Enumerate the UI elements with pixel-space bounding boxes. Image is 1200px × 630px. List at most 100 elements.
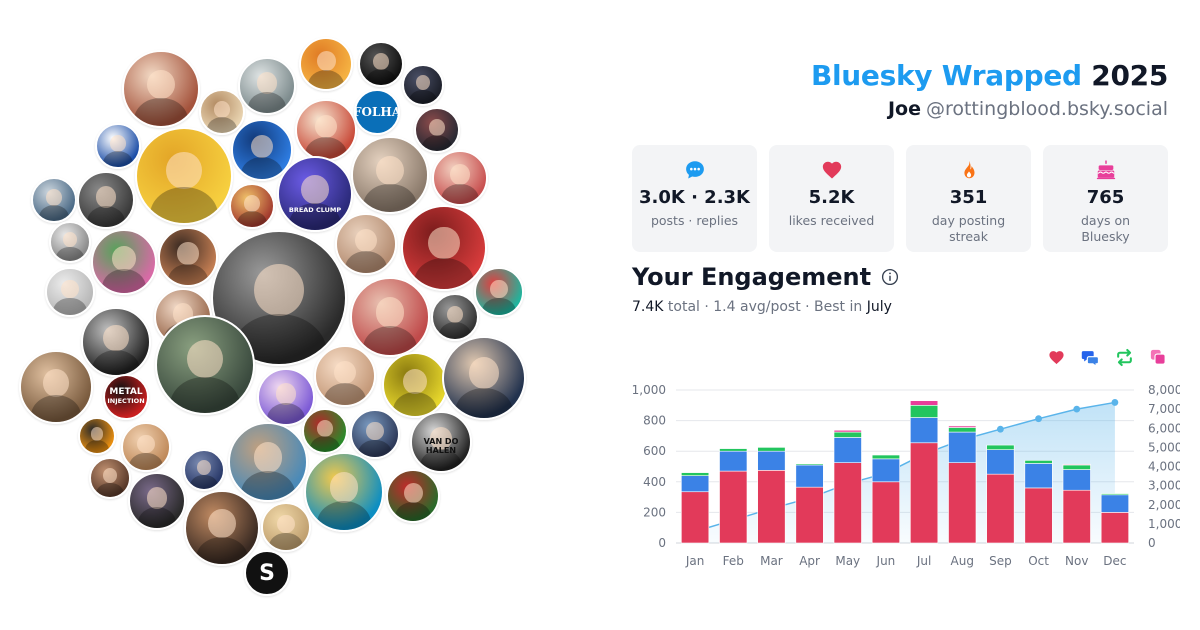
follower-avatar[interactable] (49, 221, 91, 263)
avatar-body (363, 183, 417, 212)
follower-avatar[interactable] (128, 472, 186, 530)
avatar-face (354, 228, 377, 253)
avatar-face (428, 226, 460, 260)
avatar-body (482, 297, 516, 315)
quote-icon[interactable] (1148, 347, 1168, 367)
x-tick-label: Mar (760, 554, 783, 568)
follower-avatar[interactable]: FOLHA (354, 89, 400, 135)
follower-avatar[interactable] (299, 37, 353, 91)
follower-avatar[interactable] (183, 449, 225, 491)
follower-avatar[interactable] (261, 502, 311, 552)
replies-icon[interactable] (1080, 347, 1100, 367)
follower-avatar[interactable] (350, 409, 400, 459)
follower-avatar[interactable] (89, 457, 131, 499)
van-do-halen-text: VAN DO HALEN (423, 437, 459, 455)
avatar-face (366, 422, 384, 441)
reposts-bar (757, 447, 786, 452)
follower-avatar[interactable] (95, 123, 141, 169)
avatar-body (206, 117, 238, 133)
follower-avatar[interactable] (155, 315, 255, 415)
follower-avatar[interactable] (122, 50, 200, 128)
replies-bar (1024, 463, 1053, 489)
metal-injection-logo-text: METAL (109, 387, 143, 397)
follower-avatar[interactable] (432, 150, 488, 206)
follower-avatar[interactable] (184, 490, 260, 566)
reposts-bar (1100, 493, 1129, 496)
follower-avatar[interactable] (121, 422, 171, 472)
follower-avatar[interactable] (158, 227, 218, 287)
follower-avatar[interactable] (302, 408, 348, 454)
y2-tick-label: 3,000 (1148, 479, 1180, 493)
follower-avatar[interactable]: VAN DO HALEN (410, 411, 472, 473)
engagement-heading: Your Engagement (632, 262, 899, 292)
reposts-bar (910, 404, 939, 418)
avatar-body (439, 322, 471, 339)
follower-avatar[interactable] (231, 119, 293, 181)
follower-avatar[interactable] (474, 267, 524, 317)
follower-avatar[interactable]: BREAD CLUMP (277, 156, 353, 232)
follower-avatar[interactable] (228, 422, 308, 502)
y-tick-label: 400 (643, 475, 666, 489)
follower-avatar[interactable] (45, 267, 95, 317)
replies-bar (681, 475, 710, 493)
follower-avatar[interactable] (386, 469, 440, 523)
follower-avatar[interactable] (135, 127, 233, 225)
avatar-body (56, 246, 84, 261)
user-handle[interactable]: @rottingblood.bsky.social (925, 98, 1168, 120)
follower-avatar[interactable] (238, 57, 296, 115)
follower-avatar[interactable] (351, 136, 429, 214)
avatar-face (333, 360, 356, 385)
avatar-body (196, 536, 248, 564)
follower-avatar[interactable] (199, 89, 245, 135)
follower-avatar[interactable] (414, 107, 460, 153)
replies-bar (910, 417, 939, 444)
avatar-face (250, 134, 273, 159)
avatar-face (177, 242, 199, 265)
avatar-face (256, 71, 278, 94)
engagement-summary: 7.4K total · 1.4 avg/post · Best in July (632, 298, 892, 316)
avatar-face (214, 101, 230, 118)
avatar-face (316, 51, 336, 71)
display-name: Joe (887, 98, 921, 120)
y2-tick-label: 6,000 (1148, 421, 1180, 435)
avatar-face (253, 263, 305, 317)
follower-avatar[interactable]: S (244, 550, 290, 596)
follower-avatar[interactable] (401, 205, 487, 291)
info-icon[interactable] (881, 268, 899, 286)
follower-avatar[interactable] (314, 345, 376, 407)
follower-avatar[interactable] (81, 307, 151, 377)
follower-avatar[interactable] (431, 293, 479, 341)
follower-avatar[interactable] (77, 171, 135, 229)
avatar-face (301, 175, 329, 205)
likes-bar (948, 462, 977, 544)
avatar-face (468, 357, 500, 390)
repost-icon[interactable] (1114, 347, 1134, 367)
heart-icon[interactable] (1046, 347, 1066, 367)
follower-avatar[interactable] (335, 213, 397, 275)
follower-avatar[interactable] (382, 352, 448, 418)
avatar-body (236, 211, 268, 227)
follower-avatar[interactable] (257, 368, 315, 426)
follower-avatar[interactable] (402, 64, 444, 106)
follower-avatar[interactable]: METAL INJECTION (103, 374, 149, 420)
follower-avatar[interactable] (358, 41, 404, 87)
wrapped-year: 2025 (1091, 59, 1168, 92)
follower-avatar[interactable] (19, 350, 93, 424)
avatar-body (101, 269, 147, 293)
bread-clump-text: BREAD CLUMP (288, 206, 342, 214)
follower-avatar[interactable] (31, 177, 77, 223)
follower-avatar[interactable] (91, 229, 157, 295)
header: Bluesky Wrapped 2025 Joe @rottingblood.bs… (811, 58, 1168, 122)
follower-avatar[interactable] (304, 452, 384, 532)
follower-avatar[interactable] (442, 336, 526, 420)
follower-avatar[interactable] (229, 183, 275, 229)
stat-card-streak: 351 day posting streak (906, 145, 1031, 252)
x-tick-label: May (835, 554, 860, 568)
stat-label-likes: likes received (788, 213, 875, 228)
follower-avatar[interactable] (350, 277, 430, 357)
y2-tick-label: 8,000 (1148, 383, 1180, 397)
follower-avatar[interactable] (78, 417, 116, 455)
follower-avatar[interactable] (295, 99, 357, 161)
likes-bar (871, 481, 900, 544)
reposts-bar (871, 454, 900, 460)
